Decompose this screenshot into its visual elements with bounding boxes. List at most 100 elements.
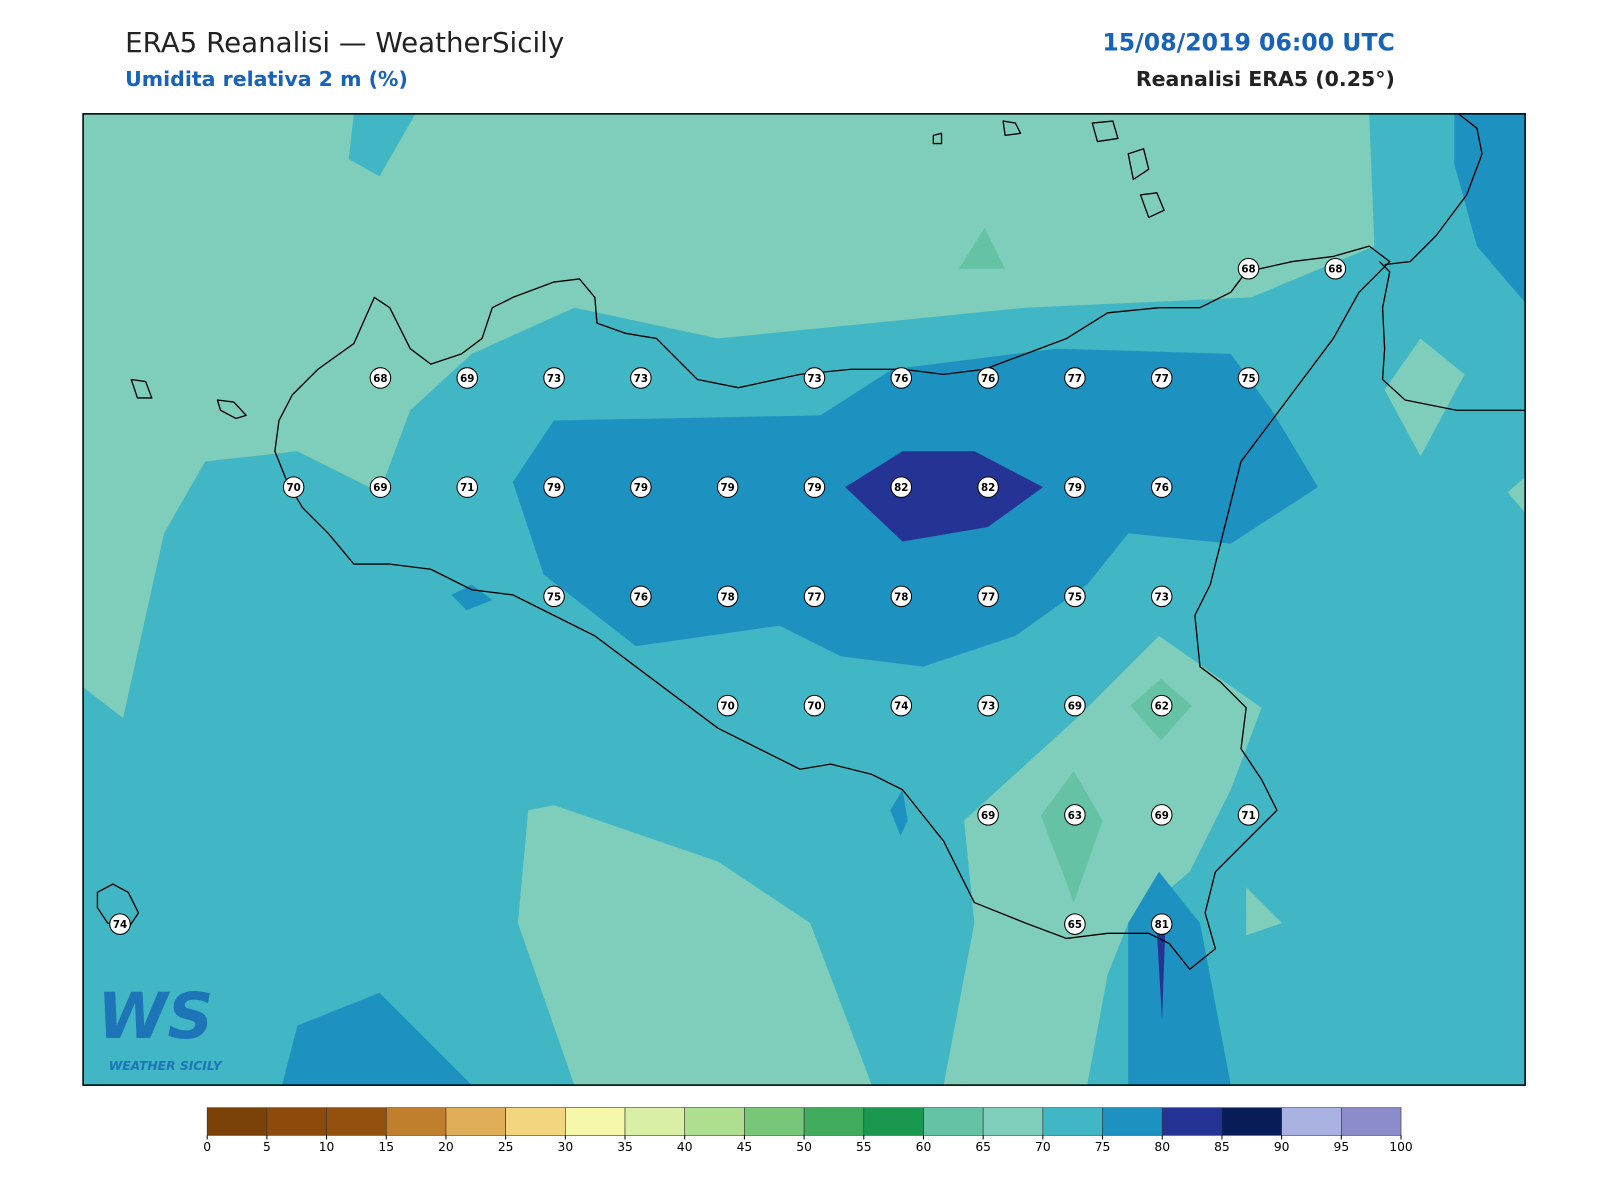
map-frame <box>82 113 1526 1086</box>
colorbar-bin <box>1102 1107 1163 1136</box>
station-value: 65 <box>1068 919 1082 931</box>
contours <box>83 113 1526 1086</box>
station: 73 <box>630 367 652 389</box>
station: 75 <box>543 585 565 608</box>
colorbar-bin <box>744 1107 805 1136</box>
station-value: 79 <box>634 482 648 494</box>
station-value: 75 <box>547 591 561 603</box>
station-value: 79 <box>1068 482 1082 494</box>
station-marker <box>1150 476 1173 498</box>
station: 68 <box>1237 257 1260 280</box>
station-value: 78 <box>894 591 908 603</box>
colorbar-bin <box>803 1107 865 1136</box>
station-value: 77 <box>807 591 821 603</box>
station-marker <box>977 585 999 608</box>
station-marker <box>1064 476 1086 498</box>
station-marker <box>1237 367 1260 389</box>
station: 69 <box>456 367 479 389</box>
station-marker <box>1150 367 1173 389</box>
station: 78 <box>716 585 739 608</box>
station-marker <box>369 367 392 389</box>
colorbar-tick-label: 75 <box>1095 1140 1111 1154</box>
station-marker <box>716 476 739 498</box>
station: 78 <box>890 585 913 608</box>
station-value: 70 <box>807 701 821 713</box>
station-marker <box>1324 257 1347 280</box>
colorbar-tick-label: 90 <box>1274 1140 1290 1154</box>
station-marker <box>1064 585 1086 608</box>
station: 77 <box>1064 367 1086 389</box>
colorbar-tick-label: 30 <box>558 1140 574 1154</box>
station-value: 68 <box>1328 264 1342 276</box>
colorbar-tick-label: 40 <box>677 1140 693 1154</box>
station-value: 77 <box>1155 373 1169 385</box>
colorbar-tick-label: 55 <box>856 1140 872 1154</box>
colorbar-bin <box>1161 1107 1223 1136</box>
colorbar-bin <box>1341 1107 1402 1136</box>
station: 73 <box>543 367 565 389</box>
colorbar-bin <box>266 1107 327 1136</box>
station-value: 69 <box>460 373 474 385</box>
station: 75 <box>1064 585 1086 608</box>
station: 82 <box>977 476 999 498</box>
station: 77 <box>803 585 826 608</box>
station-value: 73 <box>807 373 821 385</box>
station-marker <box>1150 585 1173 608</box>
station-marker <box>1237 804 1260 826</box>
colorbar-bin <box>385 1107 447 1136</box>
station-marker <box>977 476 999 498</box>
station: 69 <box>369 476 392 498</box>
station: 79 <box>630 476 652 498</box>
station-marker <box>456 367 479 389</box>
station-marker <box>1064 804 1086 826</box>
colorbar-bin <box>863 1107 924 1136</box>
station-value: 63 <box>1068 810 1082 822</box>
datetime: 15/08/2019 06:00 UTC <box>1102 29 1394 57</box>
station-marker <box>803 367 826 389</box>
station-marker <box>1150 913 1173 935</box>
station-value: 69 <box>981 810 995 822</box>
station: 76 <box>630 585 652 608</box>
station-marker <box>1237 257 1260 280</box>
colorbar-tick-label: 100 <box>1389 1140 1412 1154</box>
station-marker <box>282 476 305 498</box>
colorbar-tick-label: 15 <box>378 1140 394 1154</box>
station-value: 79 <box>721 482 735 494</box>
station-value: 69 <box>373 482 387 494</box>
subtitle: Umidita relativa 2 m (%) <box>125 67 408 91</box>
station: 75 <box>1237 367 1260 389</box>
station-value: 75 <box>1068 591 1082 603</box>
station: 79 <box>803 476 826 498</box>
station-marker <box>543 585 565 608</box>
station-marker <box>630 585 652 608</box>
colorbar-tick-label: 0 <box>203 1140 211 1154</box>
station-marker <box>803 476 826 498</box>
colorbar-tick-label: 45 <box>737 1140 753 1154</box>
colorbar-tick-label: 85 <box>1214 1140 1230 1154</box>
station-value: 82 <box>981 482 995 494</box>
colorbar-tick-label: 50 <box>796 1140 812 1154</box>
stations: 68 68 68 69 73 73 73 76 76 77 77 75 70 69 71 79 79 79 79 82… <box>109 257 1347 935</box>
station-marker <box>369 476 392 498</box>
station-value: 76 <box>894 373 908 385</box>
station-marker <box>716 694 739 717</box>
station: 77 <box>977 585 999 608</box>
station-marker <box>803 694 826 717</box>
station-marker <box>1064 367 1086 389</box>
station-value: 78 <box>721 591 735 603</box>
colorbar-tick-label: 5 <box>263 1140 271 1154</box>
station: 79 <box>1064 476 1086 498</box>
colorbar-bin <box>505 1107 566 1136</box>
station-value: 77 <box>981 591 995 603</box>
station-value: 79 <box>547 482 561 494</box>
colorbar-bin <box>206 1107 268 1136</box>
station-marker <box>977 367 999 389</box>
station-marker <box>1150 804 1173 826</box>
colorbar-tick-label: 10 <box>319 1140 335 1154</box>
station: 76 <box>890 367 913 389</box>
station-marker <box>890 585 913 608</box>
colorbar-bin <box>565 1107 626 1136</box>
station: 68 <box>369 367 392 389</box>
station: 69 <box>1064 694 1086 717</box>
station-value: 68 <box>373 373 387 385</box>
